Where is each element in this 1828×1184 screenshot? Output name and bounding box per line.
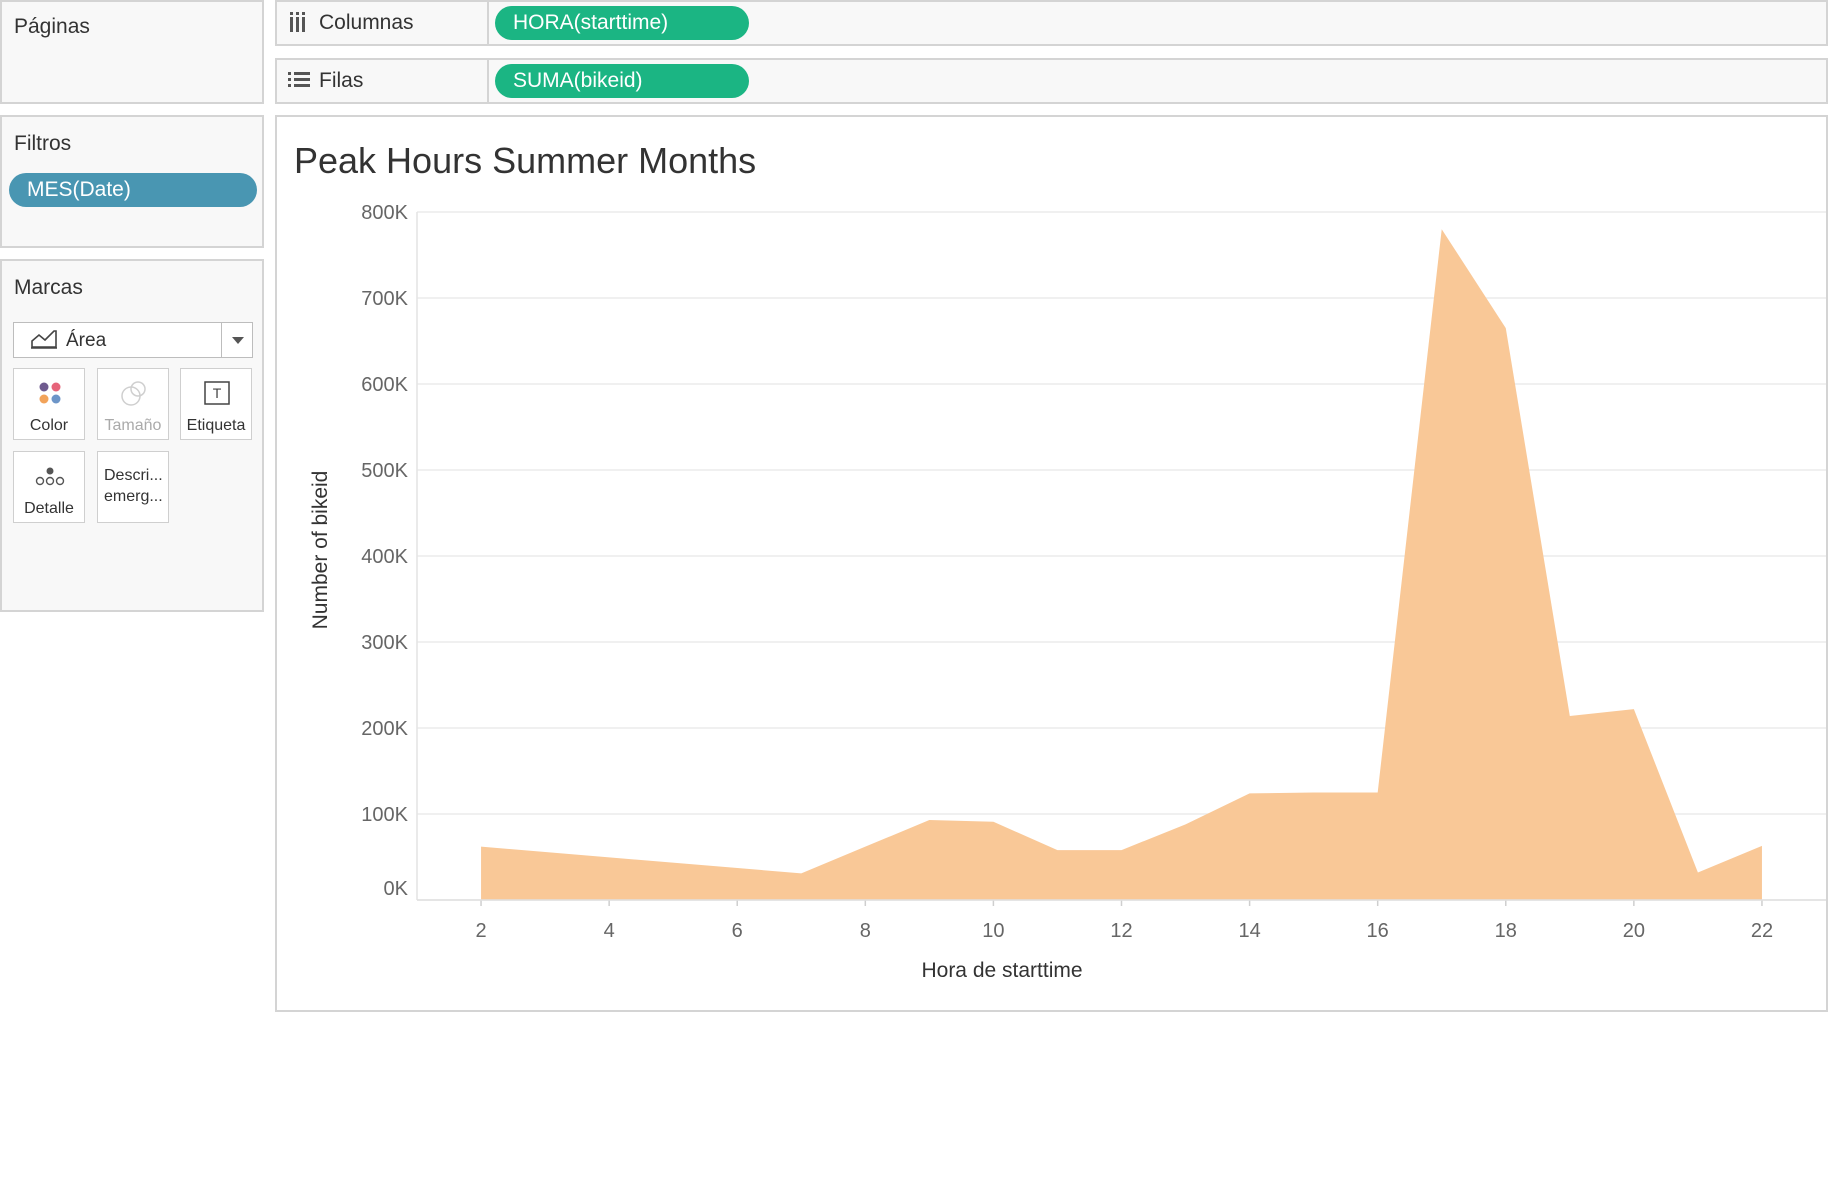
columns-icon xyxy=(290,12,305,32)
label-card[interactable]: T Etiqueta xyxy=(180,368,252,440)
x-tick-label: 2 xyxy=(475,920,486,942)
tooltip-card-label-line2: emerg... xyxy=(104,488,163,505)
color-dots-icon xyxy=(39,382,61,404)
pages-panel-title: Páginas xyxy=(14,15,90,38)
rows-shelf-label-box: Filas xyxy=(277,60,489,102)
marks-panel: Marcas Área Color Tamaño T Etiq xyxy=(0,259,264,612)
tooltip-card[interactable]: Descri... emerg... xyxy=(97,451,169,523)
x-tick-label: 10 xyxy=(982,920,1004,942)
x-axis: 2 4 6 8 10 12 14 16 18 20 22 xyxy=(417,899,1826,942)
rows-icon xyxy=(288,72,310,87)
label-card-label: Etiqueta xyxy=(186,417,246,434)
mark-type-label: Área xyxy=(66,330,107,351)
x-tick-label: 16 xyxy=(1367,920,1389,942)
rows-shelf[interactable]: Filas SUMA(bikeid) xyxy=(275,58,1828,104)
columns-shelf-label: Columnas xyxy=(319,11,414,34)
columns-shelf-label-box: Columnas xyxy=(277,2,489,44)
filter-pill-month[interactable]: MES(Date) xyxy=(9,173,257,207)
dropdown-divider xyxy=(221,323,222,357)
y-tick-label: 200K xyxy=(361,718,408,740)
area-chart[interactable]: 0K 100K 200K 300K 400K 500K 600K 700K 800K 2 4 6 8 1… xyxy=(277,117,1826,1010)
size-card[interactable]: Tamaño xyxy=(97,368,169,440)
y-tick-label: 300K xyxy=(361,632,408,654)
tooltip-card-label-line1: Descri... xyxy=(104,467,163,484)
svg-text:T: T xyxy=(213,385,222,401)
detail-card[interactable]: Detalle xyxy=(13,451,85,523)
x-tick-label: 4 xyxy=(604,920,615,942)
area-series[interactable] xyxy=(481,229,1762,900)
x-tick-label: 12 xyxy=(1110,920,1132,942)
size-card-label: Tamaño xyxy=(104,417,162,434)
x-tick-label: 6 xyxy=(732,920,743,942)
chevron-down-icon[interactable] xyxy=(231,336,245,346)
y-tick-label: 700K xyxy=(361,288,408,310)
y-tick-label: 400K xyxy=(361,546,408,568)
x-tick-label: 20 xyxy=(1623,920,1645,942)
x-tick-label: 8 xyxy=(860,920,871,942)
filters-panel-title: Filtros xyxy=(14,132,72,155)
x-tick-label: 18 xyxy=(1495,920,1517,942)
columns-pill[interactable]: HORA(starttime) xyxy=(495,6,749,40)
y-tick-label: 100K xyxy=(361,804,408,826)
x-axis-title: Hora de starttime xyxy=(921,959,1082,982)
x-tick-label: 22 xyxy=(1751,920,1773,942)
rows-shelf-label: Filas xyxy=(319,69,364,92)
x-tick-label: 14 xyxy=(1238,920,1260,942)
y-tick-label: 600K xyxy=(361,374,408,396)
size-circles-icon xyxy=(121,381,146,406)
rows-pill[interactable]: SUMA(bikeid) xyxy=(495,64,749,98)
pages-panel: Páginas xyxy=(0,0,264,104)
color-card-label: Color xyxy=(29,417,69,434)
detail-card-label: Detalle xyxy=(24,500,74,517)
y-axis: 0K 100K 200K 300K 400K 500K 600K 700K 800K xyxy=(361,202,408,900)
y-tick-label: 500K xyxy=(361,460,408,482)
color-card[interactable]: Color xyxy=(13,368,85,440)
detail-dots-icon xyxy=(35,467,65,486)
grid-lines xyxy=(416,211,1826,901)
y-tick-label: 0K xyxy=(384,878,409,900)
viz-area: Peak Hours Summer Months 0K 100K 200K 300K 4… xyxy=(275,115,1828,1012)
y-tick-label: 800K xyxy=(361,202,408,224)
mark-type-dropdown[interactable]: Área xyxy=(13,322,253,358)
columns-shelf[interactable]: Columnas HORA(starttime) xyxy=(275,0,1828,46)
marks-panel-title: Marcas xyxy=(14,276,83,299)
text-label-icon: T xyxy=(204,381,230,405)
area-chart-icon xyxy=(31,330,57,349)
filters-panel: Filtros MES(Date) xyxy=(0,115,264,248)
y-axis-title: Number of bikeid xyxy=(309,471,332,630)
chart-title: Peak Hours Summer Months xyxy=(294,140,757,181)
